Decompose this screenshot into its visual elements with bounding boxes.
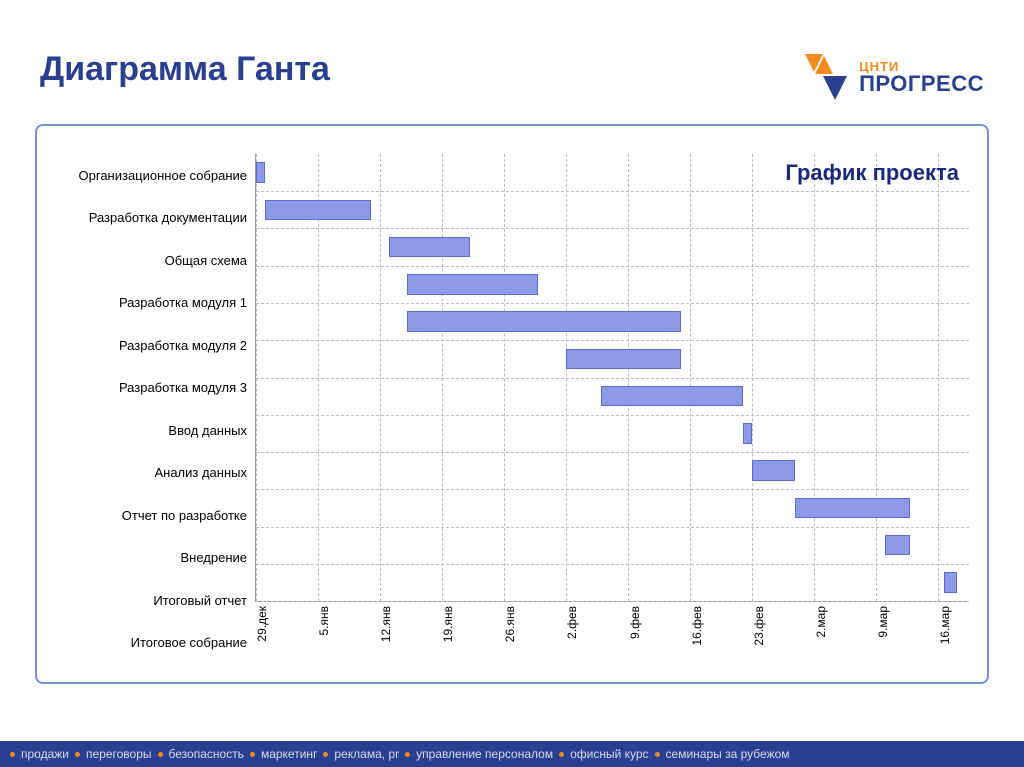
footer-item-label: маркетинг xyxy=(261,747,317,761)
footer-item-label: семинары за рубежом xyxy=(666,747,790,761)
gridline-v xyxy=(566,154,567,601)
x-tick-label: 16.мар xyxy=(938,606,952,644)
gantt-bar xyxy=(407,274,538,294)
gridline-v xyxy=(442,154,443,601)
gridline-v xyxy=(752,154,753,601)
footer-item: офисный курс xyxy=(559,747,648,761)
footer-item: безопасность xyxy=(158,747,244,761)
footer-item: семинары за рубежом xyxy=(655,747,790,761)
logo-mark-icon xyxy=(797,50,851,104)
bullet-icon xyxy=(158,752,163,757)
x-tick-label: 9.мар xyxy=(876,606,890,638)
gridline-h xyxy=(256,415,969,416)
gantt-plot: График проекта xyxy=(255,154,969,602)
footer-item-label: переговоры xyxy=(86,747,152,761)
task-label: Ввод данных xyxy=(55,409,255,452)
gridline-h xyxy=(256,527,969,528)
gantt-bar xyxy=(389,237,470,257)
footer-item: продажи xyxy=(10,747,69,761)
bullet-icon xyxy=(323,752,328,757)
bullet-icon xyxy=(655,752,660,757)
gridline-h xyxy=(256,191,969,192)
task-label: Разработка модуля 3 xyxy=(55,367,255,410)
x-tick-label: 23.фев xyxy=(752,606,766,646)
y-axis-labels: Организационное собраниеРазработка докум… xyxy=(55,154,255,664)
footer-item-label: продажи xyxy=(21,747,69,761)
gantt-bar xyxy=(566,349,681,369)
gantt-bar xyxy=(944,572,956,592)
x-tick-label: 2.фев xyxy=(565,606,579,639)
footer-item-label: безопасность xyxy=(169,747,244,761)
x-tick-label: 29.дек xyxy=(255,606,269,642)
x-tick-label: 19.янв xyxy=(441,606,455,642)
gridline-h xyxy=(256,303,969,304)
x-tick-label: 5.янв xyxy=(317,606,331,636)
gridline-v xyxy=(876,154,877,601)
gantt-bar xyxy=(265,200,371,220)
x-tick-label: 26.янв xyxy=(503,606,517,642)
x-axis-labels: 29.дек 5.янв 12.янв 19.янв 26.янв 2.фев 9.фев 1… xyxy=(255,602,969,664)
gantt-bar xyxy=(795,498,910,518)
footer-item-label: офисный курс xyxy=(570,747,648,761)
gridline-h xyxy=(256,452,969,453)
gridline-v xyxy=(814,154,815,601)
x-tick-label: 2.мар xyxy=(814,606,828,638)
gantt-bar xyxy=(885,535,910,555)
x-tick-label: 12.янв xyxy=(379,606,393,642)
gridline-h xyxy=(256,564,969,565)
gridline-h xyxy=(256,489,969,490)
gantt-bar xyxy=(407,311,681,331)
bullet-icon xyxy=(405,752,410,757)
page-title: Диаграмма Ганта xyxy=(40,50,330,89)
gantt-bar xyxy=(601,386,742,406)
gridline-h xyxy=(256,378,969,379)
x-tick-label: 16.фев xyxy=(690,606,704,646)
task-label: Разработка документации xyxy=(55,197,255,240)
footer-item-label: управление персоналом xyxy=(416,747,553,761)
task-label: Разработка модуля 1 xyxy=(55,282,255,325)
gridline-v xyxy=(504,154,505,601)
task-label: Разработка модуля 2 xyxy=(55,324,255,367)
footer-item: управление персоналом xyxy=(405,747,553,761)
gridline-v xyxy=(938,154,939,601)
gridline-h xyxy=(256,228,969,229)
bullet-icon xyxy=(559,752,564,757)
gridline-v xyxy=(256,154,257,601)
gridline-v xyxy=(690,154,691,601)
gridline-h xyxy=(256,340,969,341)
footer-item: переговоры xyxy=(75,747,152,761)
gridline-h xyxy=(256,266,969,267)
task-label: Анализ данных xyxy=(55,452,255,495)
bullet-icon xyxy=(250,752,255,757)
task-label: Внедрение xyxy=(55,537,255,580)
gantt-bar xyxy=(752,460,795,480)
x-tick-label: 9.фев xyxy=(628,606,642,639)
footer-item: маркетинг xyxy=(250,747,317,761)
task-label: Организационное собрание xyxy=(55,154,255,197)
footer-bar: продажи переговоры безопасность маркетинг ре… xyxy=(0,741,1024,767)
logo: ЦНТИ ПРОГРЕСС xyxy=(797,50,984,104)
task-label: Итоговое собрание xyxy=(55,622,255,665)
gantt-bar xyxy=(743,423,752,443)
gridline-v xyxy=(628,154,629,601)
gantt-bar xyxy=(256,162,265,182)
footer-item: реклама, pr xyxy=(323,747,399,761)
gridline-v xyxy=(380,154,381,601)
logo-line2: ПРОГРЕСС xyxy=(859,73,984,95)
task-label: Общая схема xyxy=(55,239,255,282)
chart-title: График проекта xyxy=(785,160,959,186)
footer-item-label: реклама, pr xyxy=(334,747,399,761)
task-label: Итоговый отчет xyxy=(55,579,255,622)
bullet-icon xyxy=(10,752,15,757)
bullet-icon xyxy=(75,752,80,757)
gridline-v xyxy=(318,154,319,601)
chart-frame: Организационное собраниеРазработка докум… xyxy=(35,124,989,684)
task-label: Отчет по разработке xyxy=(55,494,255,537)
